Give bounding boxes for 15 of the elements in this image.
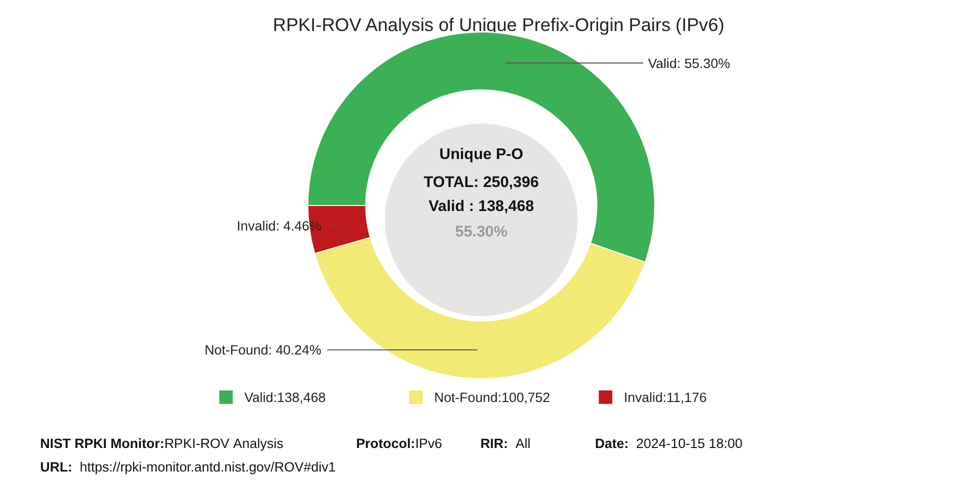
text: Date: 2024-10-15 18:00: [594, 436, 742, 452]
text: RIR: All: [480, 436, 530, 452]
text: Protocol:IPv6: [356, 436, 442, 452]
text: NIST RPKI Monitor:RPKI-ROV Analysis: [40, 436, 284, 452]
text: Unique P-O: [439, 146, 524, 164]
chart-title: RPKI-ROV Analysis of Unique Prefix-Origin Pairs (IPv6): [272, 14, 724, 36]
data-label: Valid: 55.30%: [648, 56, 730, 71]
text: 55.30%: [455, 223, 508, 240]
text: URL: https://rpki-monitor.antd.nist.gov/ROV#div1: [40, 459, 336, 474]
legend-label: Valid:138,468: [244, 390, 326, 405]
text: TOTAL: 250,396: [424, 174, 540, 192]
data-label: Not-Found: 40.24%: [204, 342, 322, 358]
legend-label: Not-Found:100,752: [434, 390, 550, 405]
text: Valid : 138,468: [428, 198, 534, 216]
legend-label: Invalid:11,176: [624, 390, 707, 405]
